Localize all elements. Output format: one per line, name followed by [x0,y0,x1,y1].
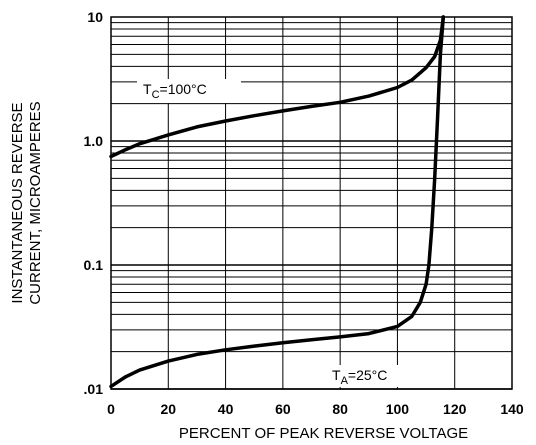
series-label-ta: TA=25°C [326,365,414,387]
x-tick-label: 40 [218,401,234,417]
plot-frame [110,16,513,390]
series-label-ta-text: TA=25°C [332,367,387,387]
tc-sub: C [152,89,160,101]
x-tick-label: 80 [332,401,348,417]
ta-sub: A [341,375,349,387]
y-tick-label: .01 [84,381,104,397]
y-tick-label: 1.0 [84,133,104,149]
series-layer [109,15,446,389]
series-line-0 [109,15,446,159]
ta-main: T [332,367,341,383]
series-label-tc-text: TC=100°C [143,81,207,101]
x-tick-label: 20 [160,401,176,417]
y-axis-title-line-1: INSTANTANEOUS REVERSE [9,102,26,303]
tc-main: T [143,81,152,97]
ta-rest: =25°C [348,367,387,383]
x-tick-label: 100 [386,401,410,417]
x-tick-label: 0 [107,401,115,417]
y-axis-title-line-2: CURRENT, MICROAMPERES [27,101,44,304]
y-axis-title: INSTANTANEOUS REVERSE CURRENT, MICROAMPE… [9,101,44,304]
series-line-1 [109,15,446,389]
grid [110,17,513,390]
y-tick-label: 10 [87,9,103,25]
y-tick-label: 0.1 [84,257,104,273]
tick-labels: 0 20 40 60 80 100 120 140 .01 0.1 1.0 10 [84,9,524,417]
x-axis-title: PERCENT OF PEAK REVERSE VOLTAGE [179,425,468,442]
tc-rest: =100°C [160,81,207,97]
x-tick-label: 60 [275,401,291,417]
series-label-tc: TC=100°C [137,79,241,103]
x-tick-label: 140 [500,401,524,417]
x-tick-label: 120 [443,401,467,417]
